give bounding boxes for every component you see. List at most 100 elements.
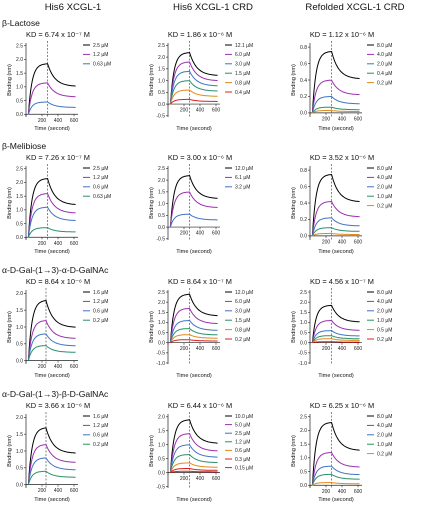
y-tick-label: 0.8 <box>300 45 307 51</box>
series-line <box>169 320 218 343</box>
y-tick-label: 0.0 <box>158 341 165 347</box>
x-tick-label: 200 <box>180 346 189 352</box>
legend-label: 1.2 µM <box>93 175 108 181</box>
y-tick-label: 0.5 <box>158 213 165 219</box>
x-tick-label: 600 <box>70 488 79 494</box>
y-tick-label: 0.6 <box>300 184 307 190</box>
x-tick-label: 200 <box>322 346 331 352</box>
legend-label: 0.63 µM <box>93 194 111 200</box>
axes <box>309 290 362 364</box>
legend-label: 10.0 µM <box>235 414 253 420</box>
legend-label: 2.5 µM <box>93 43 108 49</box>
legend-label: 12.0 µM <box>235 290 253 296</box>
x-axis-label: Time (second) <box>34 497 70 503</box>
y-tick-label: 0.2 <box>300 94 307 100</box>
y-tick-label: 0.5 <box>16 98 23 104</box>
legend-label: 4.0 µM <box>377 423 392 429</box>
series-line <box>27 457 76 485</box>
y-tick-label: 1.0 <box>158 443 165 449</box>
y-tick-label: -0.5 <box>156 484 165 490</box>
series-line <box>169 80 218 105</box>
legend-label: 3.2 µM <box>235 185 250 191</box>
kd-label: KD = 6.74 x 10⁻⁷ M <box>26 30 90 39</box>
legend-label: 12.1 µM <box>235 43 253 49</box>
kd-label: KD = 1.86 x 10⁻⁶ M <box>168 30 232 39</box>
legend-label: 0.8 µM <box>235 80 250 86</box>
series-line <box>27 345 76 361</box>
x-axis-label: Time (second) <box>34 373 70 379</box>
y-tick-label: 0.0 <box>158 225 165 231</box>
x-tick-label: 400 <box>54 118 63 124</box>
x-tick-label: 200 <box>322 239 331 245</box>
series-line <box>170 98 218 105</box>
series-line <box>169 444 218 473</box>
legend-label: 2.0 µM <box>377 62 392 68</box>
y-tick-label: 1.5 <box>158 310 165 316</box>
y-tick-label: 2.5 <box>16 44 23 50</box>
legend-label: 2.0 µM <box>377 185 392 191</box>
series-line <box>27 320 76 361</box>
kd-label: KD = 6.44 x 10⁻⁶ M <box>168 401 232 410</box>
x-axis-label: Time (second) <box>176 126 212 132</box>
y-tick-label: 1.0 <box>16 325 23 331</box>
series-line <box>311 96 360 114</box>
legend-label: 2.0 µM <box>377 433 392 439</box>
legend-label: 0.6 µM <box>93 433 108 439</box>
binding-chart: KD = 3.66 x 10⁻⁶ M 0.0 0.5 1.0 1.5 2.0 200 400 6… <box>7 401 108 503</box>
binding-chart: KD = 7.26 x 10⁻⁷ M 0.0 0.5 1.0 1.5 2.0 2.5 200 4… <box>7 153 111 255</box>
legend-label: 6.1 µM <box>235 175 250 181</box>
x-axis-label: Time (second) <box>176 373 212 379</box>
series-line <box>311 421 360 486</box>
y-tick-label: 0.5 <box>16 221 23 227</box>
legend-label: 8.0 µM <box>377 414 392 420</box>
y-axis-label: Binding (nm) <box>7 435 13 467</box>
legend-label: 0.2 µM <box>93 318 108 324</box>
y-tick-label: 1.5 <box>16 432 23 438</box>
kd-label: KD = 3.00 x 10⁻⁶ M <box>168 153 232 162</box>
series-line <box>169 419 218 473</box>
series-line <box>312 232 360 237</box>
series-line <box>311 50 360 113</box>
y-tick-label: 1.0 <box>16 85 23 91</box>
legend-label: 1.0 µM <box>377 194 392 200</box>
y-tick-label: -1.0 <box>298 361 307 367</box>
series-line <box>27 333 76 361</box>
x-tick-label: 400 <box>196 231 205 237</box>
legend-label: 0.5 µM <box>377 327 392 333</box>
legend-label: 2.0 µM <box>377 309 392 315</box>
legend-label: 5.0 µM <box>235 422 250 428</box>
legend-label: 8.0 µM <box>377 43 392 49</box>
x-tick-label: 200 <box>180 476 189 482</box>
series-line <box>27 82 76 115</box>
kd-label: KD = 3.66 x 10⁻⁶ M <box>26 401 90 410</box>
series-line <box>27 63 76 115</box>
y-axis-label: Binding (nm) <box>149 187 155 219</box>
row-title-lactose: β-Lactose <box>2 18 40 28</box>
axes <box>309 43 362 117</box>
legend-label: 1.5 µM <box>235 318 250 324</box>
legend-label: 4.0 µM <box>377 299 392 305</box>
y-tick-label: 0.8 <box>300 168 307 174</box>
x-tick-label: 400 <box>338 489 347 495</box>
y-tick-label: 1.5 <box>158 190 165 196</box>
series-line <box>311 335 360 343</box>
y-tick-label: 1.0 <box>300 320 307 326</box>
series-line <box>169 191 218 228</box>
binding-panel: KD = 4.56 x 10⁻⁷ M -1.0 -0.5 0.0 0.5 1.0 1.5 2.… <box>284 276 424 391</box>
y-tick-label: -0.5 <box>298 351 307 357</box>
legend-label: 0.2 µM <box>377 203 392 209</box>
kd-label: KD = 6.25 x 10⁻⁶ M <box>310 401 374 410</box>
column-header-his6-xcgl1-crd: His6 XCGL-1 CRD <box>173 2 253 13</box>
series-line <box>27 101 76 115</box>
x-tick-label: 200 <box>38 364 47 370</box>
y-tick-label: 2.0 <box>16 57 23 63</box>
y-tick-label: -1.0 <box>156 361 165 367</box>
y-tick-label: 1.0 <box>16 449 23 455</box>
x-axis-label: Time (second) <box>318 497 354 503</box>
legend-label: 1.2 µM <box>93 52 108 58</box>
x-tick-label: 400 <box>338 239 347 245</box>
legend-label: 0.4 µM <box>377 71 392 77</box>
series-line <box>311 465 360 486</box>
y-tick-label: 0.5 <box>300 330 307 336</box>
x-axis-label: Time (second) <box>34 249 70 255</box>
